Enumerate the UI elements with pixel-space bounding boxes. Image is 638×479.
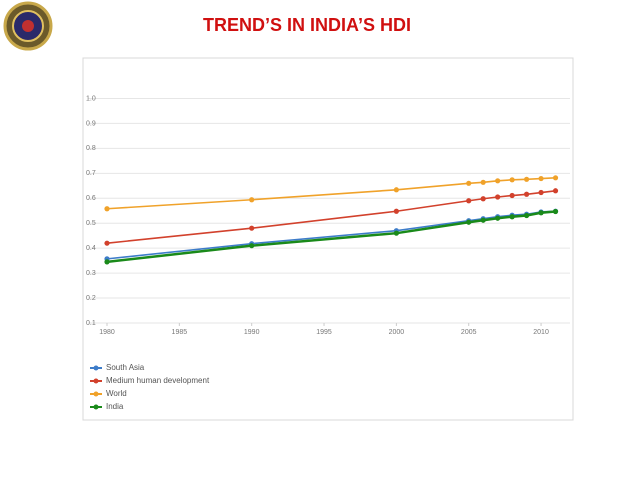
legend-marker <box>93 365 99 371</box>
legend-label: World <box>106 389 127 398</box>
legend-marker <box>93 378 99 384</box>
point <box>466 219 472 225</box>
point <box>523 176 530 182</box>
point <box>552 175 559 181</box>
point <box>538 189 544 196</box>
series-line <box>106 177 556 210</box>
point <box>480 179 486 185</box>
legend-label: Medium human development <box>106 376 210 385</box>
y-tick-label: 0.8 <box>86 145 96 152</box>
y-tick-label: 0.1 <box>86 320 96 327</box>
point <box>495 194 501 200</box>
point <box>509 192 515 199</box>
point <box>523 191 530 197</box>
y-tick-label: 0.5 <box>86 220 96 227</box>
x-tick-label: 2010 <box>533 329 549 336</box>
point <box>495 215 501 221</box>
point <box>249 243 255 249</box>
legend-marker <box>93 391 99 397</box>
point <box>480 217 486 223</box>
point <box>466 180 472 186</box>
y-tick-label: 1.0 <box>86 95 96 102</box>
x-tick-label: 1995 <box>316 329 332 336</box>
slide-title: TREND’S IN INDIA’S HDI <box>203 15 411 35</box>
x-tick-label: 1980 <box>99 329 115 336</box>
y-tick-label: 0.3 <box>86 270 96 277</box>
point <box>538 210 544 216</box>
legend-marker <box>93 404 99 410</box>
point <box>509 214 515 220</box>
point <box>104 206 110 212</box>
point <box>393 208 399 214</box>
logo <box>3 1 53 51</box>
point <box>523 212 530 219</box>
y-tick-label: 0.6 <box>86 195 96 202</box>
point <box>480 196 486 202</box>
y-tick-label: 0.4 <box>86 245 96 252</box>
point <box>393 230 399 236</box>
point <box>495 178 501 184</box>
x-tick-label: 2000 <box>389 329 405 336</box>
y-tick-label: 0.7 <box>86 170 96 177</box>
point <box>249 225 255 231</box>
series-line <box>106 189 556 244</box>
x-tick-label: 1990 <box>244 329 260 336</box>
point <box>466 198 472 204</box>
point <box>104 259 110 265</box>
point <box>538 175 544 182</box>
legend-label: India <box>106 402 124 411</box>
y-tick-label: 0.9 <box>86 120 96 127</box>
point <box>509 177 515 183</box>
x-tick-label: 1985 <box>172 329 188 336</box>
point <box>552 188 559 194</box>
series-line <box>106 210 556 264</box>
point <box>249 197 255 203</box>
point <box>104 240 110 246</box>
x-tick-label: 2005 <box>461 329 477 336</box>
y-tick-label: 0.2 <box>86 295 96 302</box>
legend-label: South Asia <box>106 363 145 372</box>
point <box>393 187 399 193</box>
point <box>552 208 559 215</box>
